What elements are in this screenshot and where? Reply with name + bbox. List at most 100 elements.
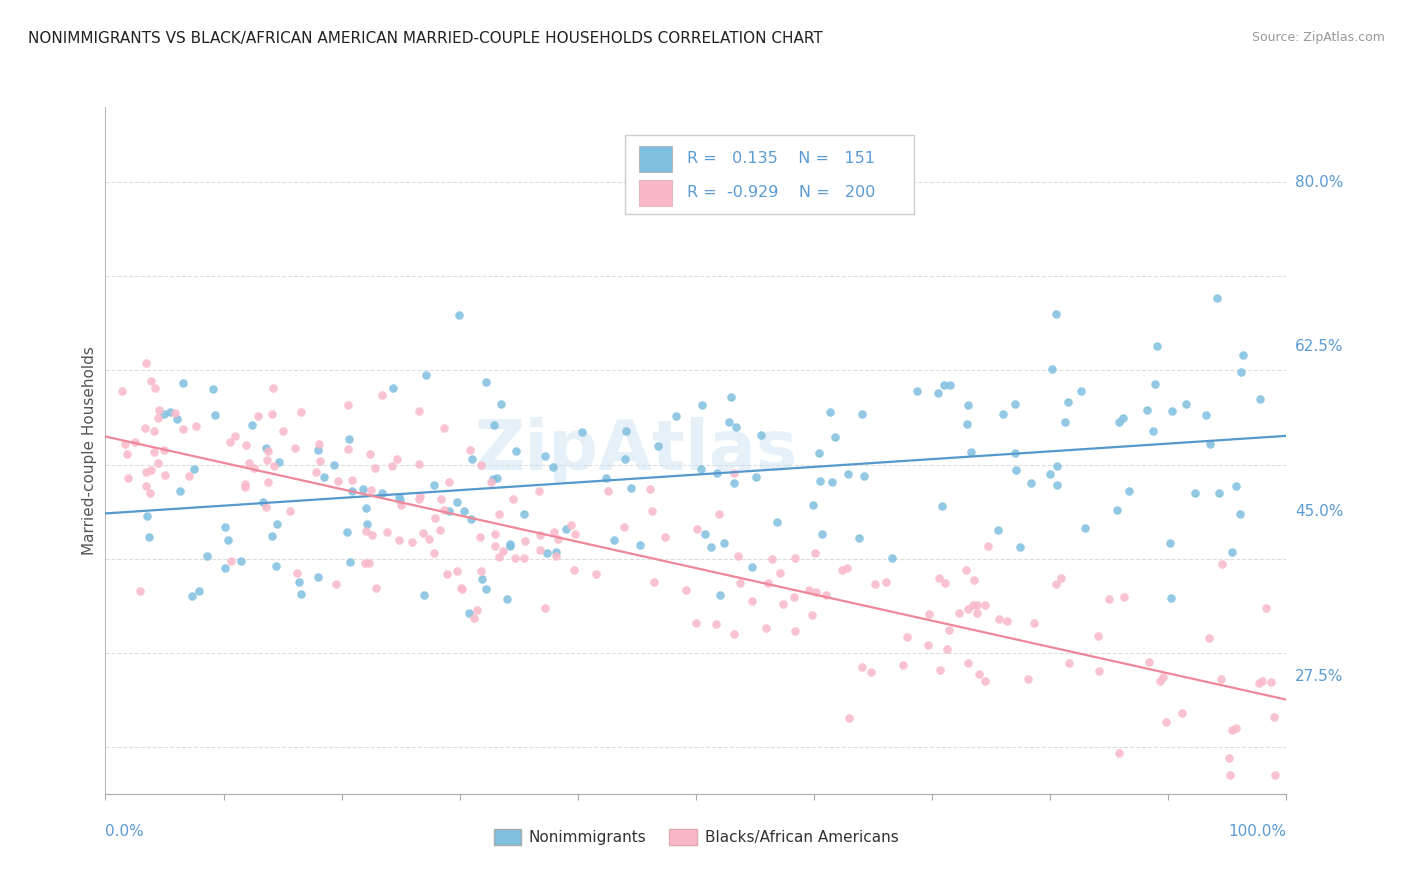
- Point: [437, 475, 460, 489]
- Point: [1229, 507, 1251, 521]
- Point: [973, 598, 995, 612]
- Point: [837, 561, 859, 575]
- Point: [503, 551, 526, 566]
- Point: [1112, 590, 1135, 604]
- Point: [513, 551, 536, 566]
- Point: [488, 508, 510, 522]
- Point: [423, 477, 446, 491]
- Point: [354, 524, 377, 538]
- Point: [891, 657, 914, 672]
- Bar: [640, 145, 672, 171]
- Point: [415, 368, 437, 382]
- Point: [709, 588, 731, 602]
- Point: [482, 472, 505, 486]
- Point: [1019, 475, 1042, 490]
- Point: [613, 519, 636, 533]
- Point: [266, 517, 288, 532]
- Point: [1175, 397, 1198, 411]
- Point: [262, 529, 284, 543]
- Point: [325, 576, 347, 591]
- Point: [956, 417, 979, 431]
- Point: [1098, 592, 1121, 607]
- Point: [169, 484, 191, 499]
- Point: [1229, 365, 1251, 379]
- Point: [560, 518, 582, 533]
- Point: [1004, 397, 1026, 411]
- Point: [450, 581, 472, 595]
- Point: [1199, 437, 1222, 451]
- Point: [146, 411, 169, 425]
- Point: [993, 407, 1015, 421]
- Point: [219, 553, 242, 567]
- Point: [1208, 485, 1230, 500]
- Point: [115, 446, 138, 460]
- Point: [1225, 478, 1247, 492]
- Point: [135, 478, 157, 492]
- Point: [934, 575, 956, 590]
- Bar: [640, 180, 672, 206]
- Point: [554, 522, 576, 536]
- Point: [290, 587, 312, 601]
- Point: [254, 500, 277, 515]
- Point: [380, 458, 402, 473]
- Point: [896, 630, 918, 644]
- Point: [801, 498, 824, 512]
- Point: [461, 452, 484, 467]
- Point: [1260, 674, 1282, 689]
- Point: [529, 542, 551, 557]
- Point: [252, 495, 274, 509]
- Point: [142, 445, 165, 459]
- Point: [305, 465, 328, 479]
- Point: [783, 590, 806, 604]
- Point: [433, 503, 456, 517]
- Point: [256, 452, 278, 467]
- Point: [458, 443, 481, 458]
- Point: [159, 405, 181, 419]
- Point: [188, 583, 211, 598]
- Point: [484, 417, 506, 432]
- Point: [727, 549, 749, 564]
- Point: [269, 455, 291, 469]
- Point: [1137, 655, 1160, 669]
- Point: [204, 408, 226, 422]
- Point: [458, 606, 481, 620]
- Point: [851, 407, 873, 421]
- Point: [723, 475, 745, 490]
- Point: [356, 517, 378, 532]
- Point: [987, 612, 1010, 626]
- Point: [224, 429, 246, 443]
- Point: [1005, 463, 1028, 477]
- Point: [640, 504, 662, 518]
- Point: [564, 526, 586, 541]
- Point: [1146, 339, 1168, 353]
- Point: [956, 657, 979, 671]
- Point: [470, 458, 492, 472]
- Point: [955, 563, 977, 577]
- Point: [932, 377, 955, 392]
- Point: [755, 621, 778, 635]
- Point: [723, 627, 745, 641]
- Point: [654, 530, 676, 544]
- Point: [675, 583, 697, 598]
- Point: [1045, 576, 1067, 591]
- Point: [534, 450, 557, 464]
- Point: [783, 624, 806, 638]
- Point: [284, 441, 307, 455]
- Point: [643, 574, 665, 589]
- Point: [536, 546, 558, 560]
- Text: 100.0%: 100.0%: [1229, 824, 1286, 839]
- Point: [423, 546, 446, 560]
- Point: [465, 603, 488, 617]
- Point: [143, 381, 166, 395]
- Point: [1152, 670, 1174, 684]
- Point: [723, 466, 745, 480]
- Point: [361, 528, 384, 542]
- Point: [502, 491, 524, 506]
- Legend: Nonimmigrants, Blacks/African Americans: Nonimmigrants, Blacks/African Americans: [488, 823, 904, 852]
- Point: [364, 581, 387, 595]
- Point: [689, 461, 711, 475]
- Point: [389, 493, 412, 508]
- Point: [371, 388, 394, 402]
- Point: [1184, 486, 1206, 500]
- Point: [1211, 557, 1233, 571]
